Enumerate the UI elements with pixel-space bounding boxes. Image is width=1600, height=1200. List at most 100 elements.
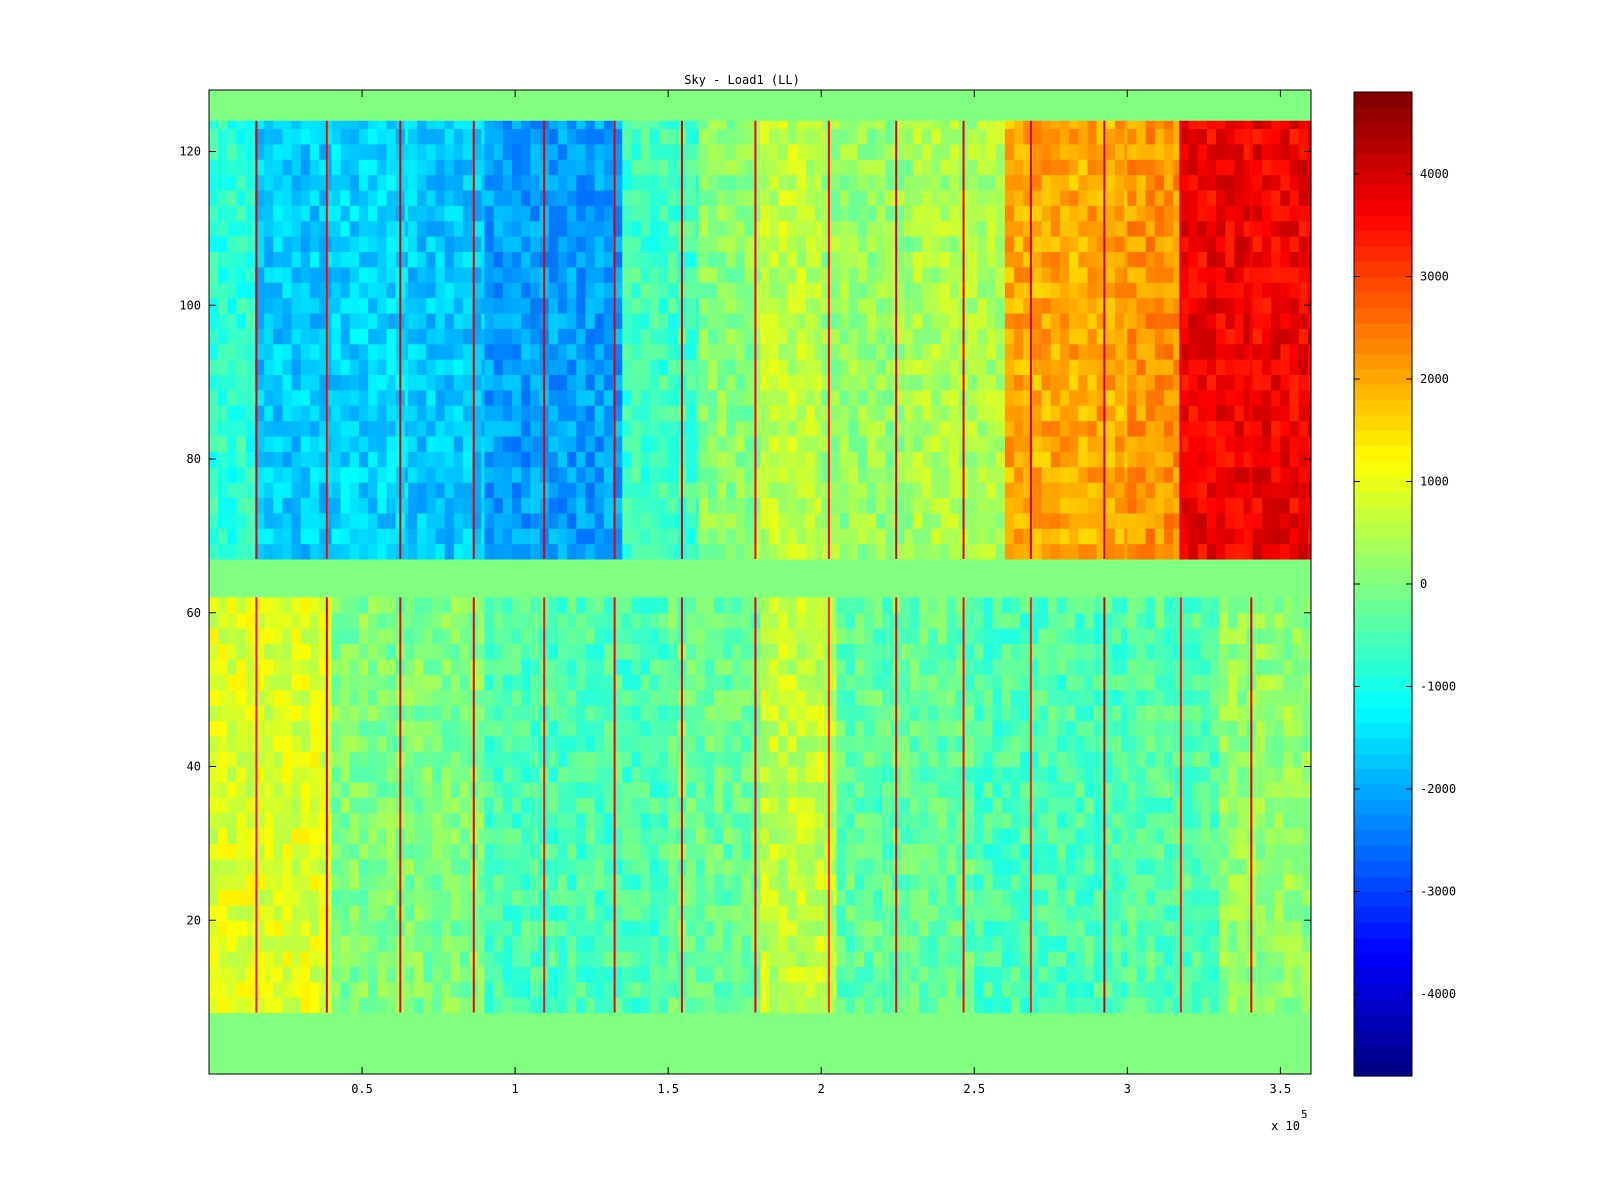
lower-band-cell bbox=[264, 735, 274, 752]
upper-band-cell bbox=[613, 205, 623, 222]
upper-band-cell bbox=[1096, 205, 1107, 222]
upper-band-cell bbox=[273, 189, 284, 206]
upper-band-cell bbox=[977, 174, 988, 191]
upper-band-cell bbox=[1124, 466, 1128, 483]
upper-band-cell bbox=[753, 120, 761, 130]
lower-band-cell bbox=[622, 751, 633, 768]
upper-band-cell bbox=[594, 174, 605, 191]
upper-band-cell bbox=[995, 543, 1006, 560]
lower-band-cell bbox=[649, 812, 660, 829]
upper-band-cell bbox=[867, 120, 877, 130]
upper-band-cell bbox=[1164, 528, 1174, 545]
upper-band-cell bbox=[894, 435, 905, 452]
upper-band-cell bbox=[1252, 512, 1263, 529]
upper-band-cell bbox=[585, 266, 596, 283]
upper-band-cell bbox=[502, 205, 513, 222]
upper-band-cell bbox=[940, 297, 951, 314]
lower-band-cell bbox=[368, 889, 378, 906]
upper-band-cell bbox=[1252, 359, 1263, 376]
upper-band-cell bbox=[426, 528, 437, 545]
upper-band-cell bbox=[264, 205, 274, 222]
upper-band-cell bbox=[426, 466, 437, 483]
upper-band-cell bbox=[698, 189, 709, 206]
upper-band-cell bbox=[444, 328, 455, 345]
upper-band-cell bbox=[805, 159, 816, 176]
upper-band-cell bbox=[368, 297, 378, 314]
lower-band-cell bbox=[576, 843, 587, 860]
upper-band-cell bbox=[386, 312, 397, 329]
upper-band-cell bbox=[548, 389, 559, 406]
lower-band-cell bbox=[377, 643, 388, 660]
lower-band-cell bbox=[594, 981, 605, 998]
heatmap-cells bbox=[209, 90, 1312, 1074]
upper-band-cell bbox=[913, 205, 923, 222]
upper-band-cell bbox=[407, 512, 418, 529]
upper-band-cell bbox=[1243, 143, 1254, 160]
upper-band-cell bbox=[484, 482, 495, 499]
upper-band-cell bbox=[903, 328, 914, 345]
upper-band-cell bbox=[922, 143, 933, 160]
lower-band-cell bbox=[649, 981, 660, 998]
upper-band-cell bbox=[1307, 420, 1312, 437]
upper-band-cell bbox=[481, 220, 486, 237]
upper-band-cell bbox=[1307, 435, 1312, 452]
upper-band-cell bbox=[631, 297, 642, 314]
upper-band-cell bbox=[521, 251, 532, 268]
upper-band-cell bbox=[407, 389, 418, 406]
upper-band-cell bbox=[922, 466, 933, 483]
upper-band-cell bbox=[1059, 451, 1070, 468]
upper-band-cell bbox=[1069, 359, 1079, 376]
upper-band-cell bbox=[481, 497, 486, 514]
lower-band-cell bbox=[328, 751, 333, 768]
upper-band-cell bbox=[986, 266, 997, 283]
upper-band-cell bbox=[1197, 528, 1208, 545]
upper-band-cell bbox=[894, 466, 905, 483]
upper-band-cell bbox=[1087, 251, 1098, 268]
upper-band-cell bbox=[300, 251, 311, 268]
upper-band-cell bbox=[1032, 189, 1043, 206]
upper-band-cell bbox=[435, 374, 446, 391]
lower-band-cell bbox=[521, 597, 532, 614]
lower-band-cell bbox=[273, 843, 284, 860]
upper-band-cell bbox=[512, 189, 522, 206]
upper-band-cell bbox=[472, 420, 483, 437]
upper-band-cell bbox=[530, 420, 541, 437]
lower-band-cell bbox=[404, 981, 415, 998]
upper-band-cell bbox=[1105, 220, 1116, 237]
lower-band-cell bbox=[460, 735, 470, 752]
upper-band-cell bbox=[1041, 389, 1052, 406]
upper-band-cell bbox=[319, 466, 329, 483]
upper-band-cell bbox=[1050, 143, 1061, 160]
upper-band-cell bbox=[995, 128, 1006, 145]
upper-band-cell bbox=[1271, 435, 1281, 452]
lower-band-cell bbox=[484, 858, 495, 875]
lower-band-cell bbox=[557, 920, 568, 937]
upper-band-cell bbox=[481, 374, 486, 391]
upper-band-cell bbox=[1069, 312, 1079, 329]
upper-band-cell bbox=[594, 297, 605, 314]
upper-band-cell bbox=[386, 512, 397, 529]
upper-band-cell bbox=[236, 435, 247, 452]
upper-band-cell bbox=[977, 435, 988, 452]
upper-band-cell bbox=[760, 159, 770, 176]
upper-band-cell bbox=[521, 466, 532, 483]
upper-band-cell bbox=[1078, 497, 1089, 514]
lower-band-cell bbox=[576, 735, 587, 752]
lower-band-cell bbox=[245, 612, 256, 629]
upper-band-cell bbox=[1041, 120, 1052, 130]
lower-band-cell bbox=[640, 858, 651, 875]
upper-band-cell bbox=[1206, 405, 1217, 422]
upper-band-cell bbox=[407, 120, 418, 130]
upper-band-cell bbox=[1225, 328, 1236, 345]
upper-band-cell bbox=[502, 420, 513, 437]
upper-band-cell bbox=[585, 220, 596, 237]
upper-band-cell bbox=[349, 466, 360, 483]
lower-band-cell bbox=[441, 981, 452, 998]
upper-band-cell bbox=[894, 405, 905, 422]
upper-band-cell bbox=[848, 466, 859, 483]
upper-band-cell bbox=[567, 435, 577, 452]
upper-band-cell bbox=[282, 374, 293, 391]
lower-band-cell bbox=[310, 828, 320, 844]
upper-band-cell bbox=[867, 189, 877, 206]
lower-band-cell bbox=[512, 643, 522, 660]
